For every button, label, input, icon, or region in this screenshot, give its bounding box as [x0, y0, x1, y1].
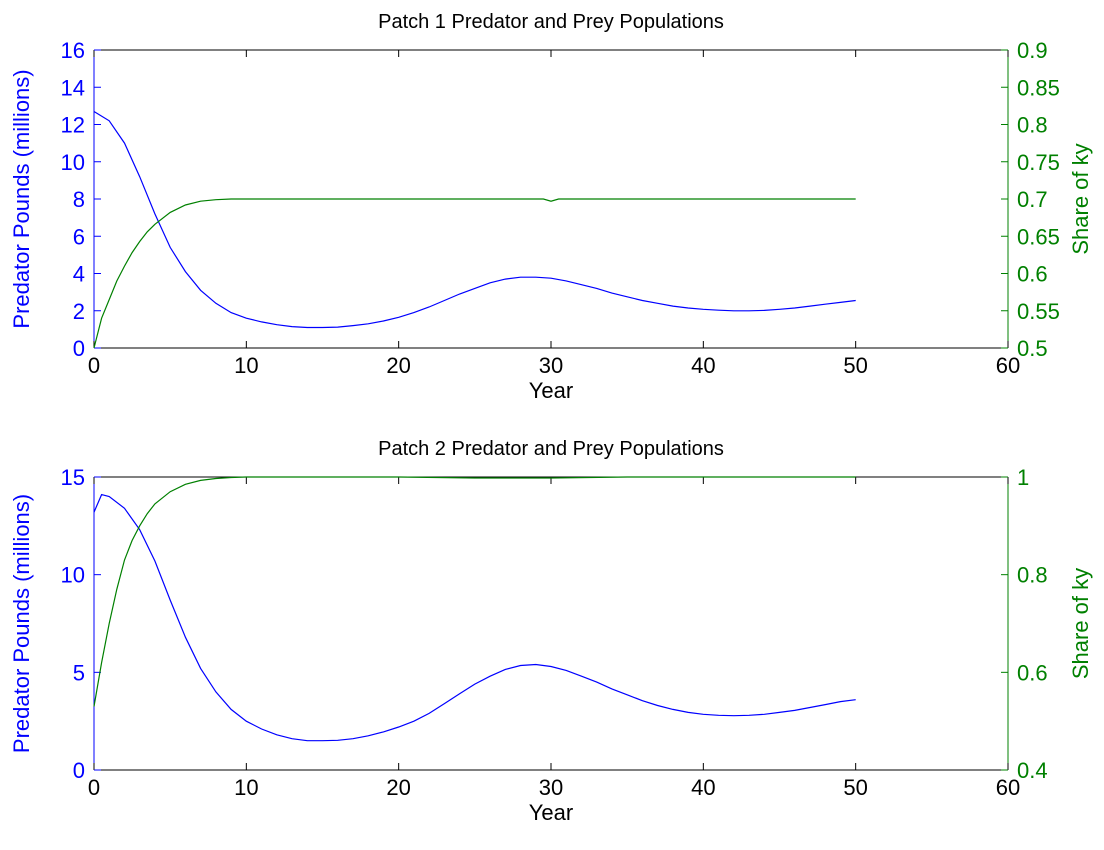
predator-pounds-line	[93, 493, 856, 742]
x-axis-label: Year	[529, 800, 573, 825]
x-tick-label: 50	[843, 353, 867, 378]
right-y-tick-label: 0.85	[1017, 75, 1060, 100]
right-y-tick-label: 0.75	[1017, 150, 1060, 175]
right-y-tick-label: 0.6	[1017, 660, 1048, 685]
left-y-tick-label: 8	[73, 187, 85, 212]
chart-1: 0 10 20 30 40 50 60 0 2 4 6 8 10 12 14 16 0.5 0.55 0.6 0.65…	[9, 11, 1093, 403]
left-y-tick-label: 6	[73, 224, 85, 249]
x-tick-label: 30	[539, 353, 563, 378]
x-tick-label: 50	[843, 775, 867, 800]
left-y-tick-label: 0	[73, 336, 85, 361]
x-tick-label: 40	[691, 353, 715, 378]
x-tick-label: 60	[996, 775, 1020, 800]
share-of-ky-line	[93, 476, 856, 707]
left-y-tick-label: 14	[61, 75, 85, 100]
left-y-tick-label: 0	[73, 758, 85, 783]
x-tick-label: 30	[539, 775, 563, 800]
left-y-tick-label: 16	[61, 38, 85, 63]
share-of-ky-line	[93, 198, 856, 349]
right-y-tick-label: 0.9	[1017, 38, 1048, 63]
x-tick-label: 20	[386, 775, 410, 800]
left-y-axis-label: Predator Pounds (millions)	[9, 494, 34, 753]
x-tick-label: 0	[88, 775, 100, 800]
right-y-tick-label: 1	[1017, 465, 1029, 490]
right-y-tick-label: 0.8	[1017, 113, 1048, 138]
right-y-tick-label: 0.65	[1017, 224, 1060, 249]
left-y-axis-label: Predator Pounds (millions)	[9, 69, 34, 328]
chart-title: Patch 1 Predator and Prey Populations	[378, 11, 724, 33]
left-y-tick-label: 12	[61, 113, 85, 138]
x-tick-label: 0	[88, 353, 100, 378]
predator-pounds-line	[93, 110, 856, 329]
left-y-tick-label: 10	[61, 563, 85, 588]
left-y-tick-label: 4	[73, 262, 85, 287]
x-tick-label: 10	[234, 775, 258, 800]
left-y-tick-label: 10	[61, 150, 85, 175]
left-y-tick-label: 5	[73, 660, 85, 685]
x-axis-label: Year	[529, 378, 573, 403]
x-tick-label: 10	[234, 353, 258, 378]
right-y-tick-label: 0.5	[1017, 336, 1048, 361]
right-y-tick-label: 0.7	[1017, 187, 1048, 212]
left-y-tick-label: 2	[73, 299, 85, 324]
left-y-tick-label: 15	[61, 465, 85, 490]
chart-2: 0 10 20 30 40 50 60 0 5 10 15 0.4 0.6 0.8 1 Patch 2 Pre…	[9, 438, 1093, 825]
x-tick-label: 40	[691, 775, 715, 800]
x-tick-label: 60	[996, 353, 1020, 378]
right-y-tick-label: 0.4	[1017, 758, 1048, 783]
right-y-axis-label: Share of ky	[1068, 143, 1093, 254]
chart-title: Patch 2 Predator and Prey Populations	[378, 438, 724, 460]
right-y-axis-label: Share of ky	[1068, 568, 1093, 679]
right-y-tick-label: 0.55	[1017, 299, 1060, 324]
right-y-tick-label: 0.8	[1017, 563, 1048, 588]
right-y-tick-label: 0.6	[1017, 262, 1048, 287]
x-tick-label: 20	[386, 353, 410, 378]
